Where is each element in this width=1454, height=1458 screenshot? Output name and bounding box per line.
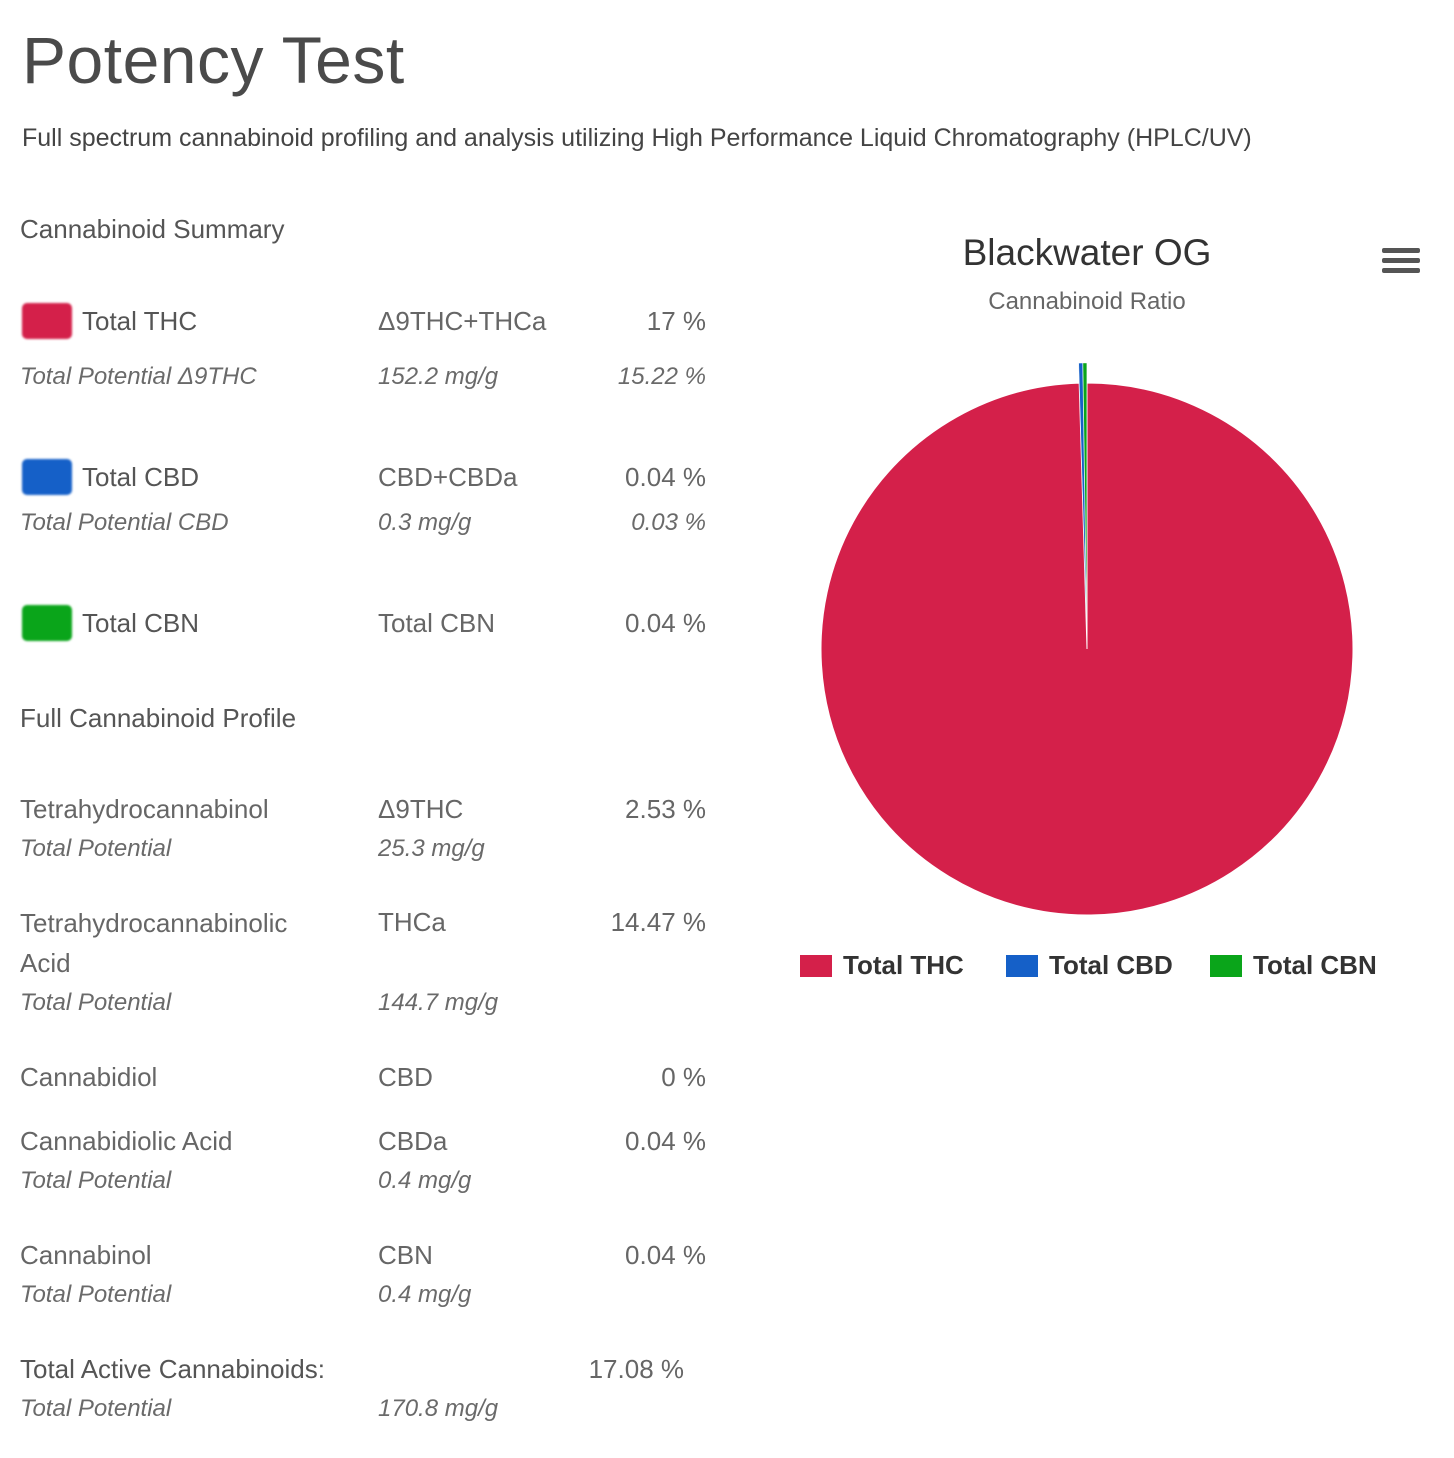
- potential-percent: 15.22 %: [617, 363, 706, 390]
- summary-value: 0.04 %: [625, 462, 706, 492]
- summary-heading: Cannabinoid Summary: [20, 214, 285, 244]
- profile-potential-row: Total Potential 0.4 mg/g: [20, 1281, 710, 1325]
- cannabinoid-name: Cannabidiolic Acid: [20, 1126, 233, 1156]
- potential-amount: 170.8 mg/g: [378, 1395, 499, 1422]
- profile-row: Cannabidiolic Acid CBDa 0.04 %: [20, 1126, 710, 1170]
- cannabinoid-value: 0.04 %: [625, 1126, 706, 1156]
- potential-label: Total Potential: [20, 1395, 172, 1422]
- total-active-label: Total Active Cannabinoids:: [20, 1354, 325, 1384]
- potential-label: Total Potential: [20, 835, 172, 862]
- chart-title: Blackwater OG: [962, 232, 1212, 273]
- cannabinoid-value: 0.04 %: [625, 1240, 706, 1270]
- cannabinoid-abbr: Δ9THC: [378, 794, 464, 824]
- potential-amount: 152.2 mg/g: [378, 363, 499, 390]
- pie-slice-total-cbd[interactable]: [1078, 362, 1087, 630]
- profile-potential-row: Total Potential 0.4 mg/g: [20, 1167, 710, 1211]
- potential-label: Total Potential: [20, 989, 172, 1016]
- page-title: Potency Test: [22, 23, 405, 97]
- cannabinoid-name: Tetrahydrocannabinol: [20, 794, 269, 824]
- thc-color-swatch: [22, 303, 72, 339]
- total-active-row: Total Active Cannabinoids: 17.08 %: [20, 1354, 710, 1398]
- summary-potential-cbd: Total Potential CBD 0.3 mg/g 0.03 %: [20, 509, 710, 553]
- profile-row: Cannabidiol CBD 0 %: [20, 1062, 710, 1106]
- potential-amount: 25.3 mg/g: [378, 835, 485, 862]
- cannabinoid-abbr: CBDa: [378, 1126, 448, 1156]
- potential-label: Total Potential CBD: [20, 509, 229, 536]
- legend-swatch: [800, 955, 832, 977]
- hamburger-menu-icon[interactable]: [1382, 248, 1420, 282]
- potential-amount: 0.3 mg/g: [378, 509, 472, 536]
- summary-value: 17 %: [646, 306, 706, 336]
- page-subtitle: Full spectrum cannabinoid profiling and …: [22, 124, 1252, 152]
- summary-potential-thc: Total Potential Δ9THC 152.2 mg/g 15.22 %: [20, 363, 710, 407]
- cbn-color-swatch: [22, 605, 72, 641]
- legend-swatch: [1006, 955, 1038, 977]
- cannabinoid-value: 0 %: [661, 1062, 706, 1092]
- cannabinoid-value: 2.53 %: [625, 794, 706, 824]
- cannabinoid-name: Tetrahydrocannabinolic Acid: [20, 908, 288, 978]
- profile-heading: Full Cannabinoid Profile: [20, 703, 297, 733]
- summary-row-thc: Total THC Δ9THC+THCa 17 %: [20, 303, 710, 350]
- legend-label: Total THC: [843, 950, 964, 980]
- pie-slice-total-thc[interactable]: [820, 382, 1354, 916]
- potential-amount: 0.4 mg/g: [378, 1167, 472, 1194]
- profile-potential-row: Total Potential 144.7 mg/g: [20, 989, 710, 1033]
- profile-row: Tetrahydrocannabinol Δ9THC 2.53 %: [20, 794, 710, 838]
- cannabinoid-name: Cannabidiol: [20, 1062, 158, 1092]
- profile-row: Tetrahydrocannabinolic Acid THCa 14.47 %: [20, 903, 710, 987]
- total-potential-row: Total Potential 170.8 mg/g: [20, 1395, 710, 1439]
- cbd-color-swatch: [22, 459, 72, 495]
- potential-label: Total Potential: [20, 1167, 172, 1194]
- profile-row: Cannabinol CBN 0.04 %: [20, 1240, 710, 1284]
- summary-method: Total CBN: [378, 608, 496, 638]
- summary-row-cbd: Total CBD CBD+CBDa 0.04 %: [20, 459, 710, 506]
- summary-value: 0.04 %: [625, 608, 706, 638]
- cannabinoid-value: 14.47 %: [610, 907, 706, 937]
- legend-label: Total CBN: [1253, 950, 1377, 980]
- cannabinoid-abbr: CBN: [378, 1240, 433, 1270]
- summary-label: Total CBN: [82, 608, 200, 638]
- summary-label: Total THC: [82, 306, 198, 336]
- pie-slice-total-cbn[interactable]: [1082, 362, 1088, 630]
- potential-label: Total Potential Δ9THC: [20, 363, 257, 390]
- cannabinoid-abbr: THCa: [378, 907, 446, 937]
- legend-swatch: [1210, 955, 1242, 977]
- potential-amount: 144.7 mg/g: [378, 989, 499, 1016]
- summary-row-cbn: Total CBN Total CBN 0.04 %: [20, 605, 710, 652]
- potential-label: Total Potential: [20, 1281, 172, 1308]
- potential-amount: 0.4 mg/g: [378, 1281, 472, 1308]
- chart-subtitle: Cannabinoid Ratio: [988, 288, 1186, 315]
- potential-percent: 0.03 %: [631, 509, 706, 536]
- total-active-value: 17.08 %: [588, 1354, 684, 1384]
- profile-potential-row: Total Potential 25.3 mg/g: [20, 835, 710, 879]
- summary-method: Δ9THC+THCa: [378, 306, 547, 336]
- pie-chart: [820, 362, 1354, 916]
- cannabinoid-name: Cannabinol: [20, 1240, 152, 1270]
- legend-label: Total CBD: [1049, 950, 1173, 980]
- summary-method: CBD+CBDa: [378, 462, 518, 492]
- summary-label: Total CBD: [82, 462, 200, 492]
- cannabinoid-abbr: CBD: [378, 1062, 433, 1092]
